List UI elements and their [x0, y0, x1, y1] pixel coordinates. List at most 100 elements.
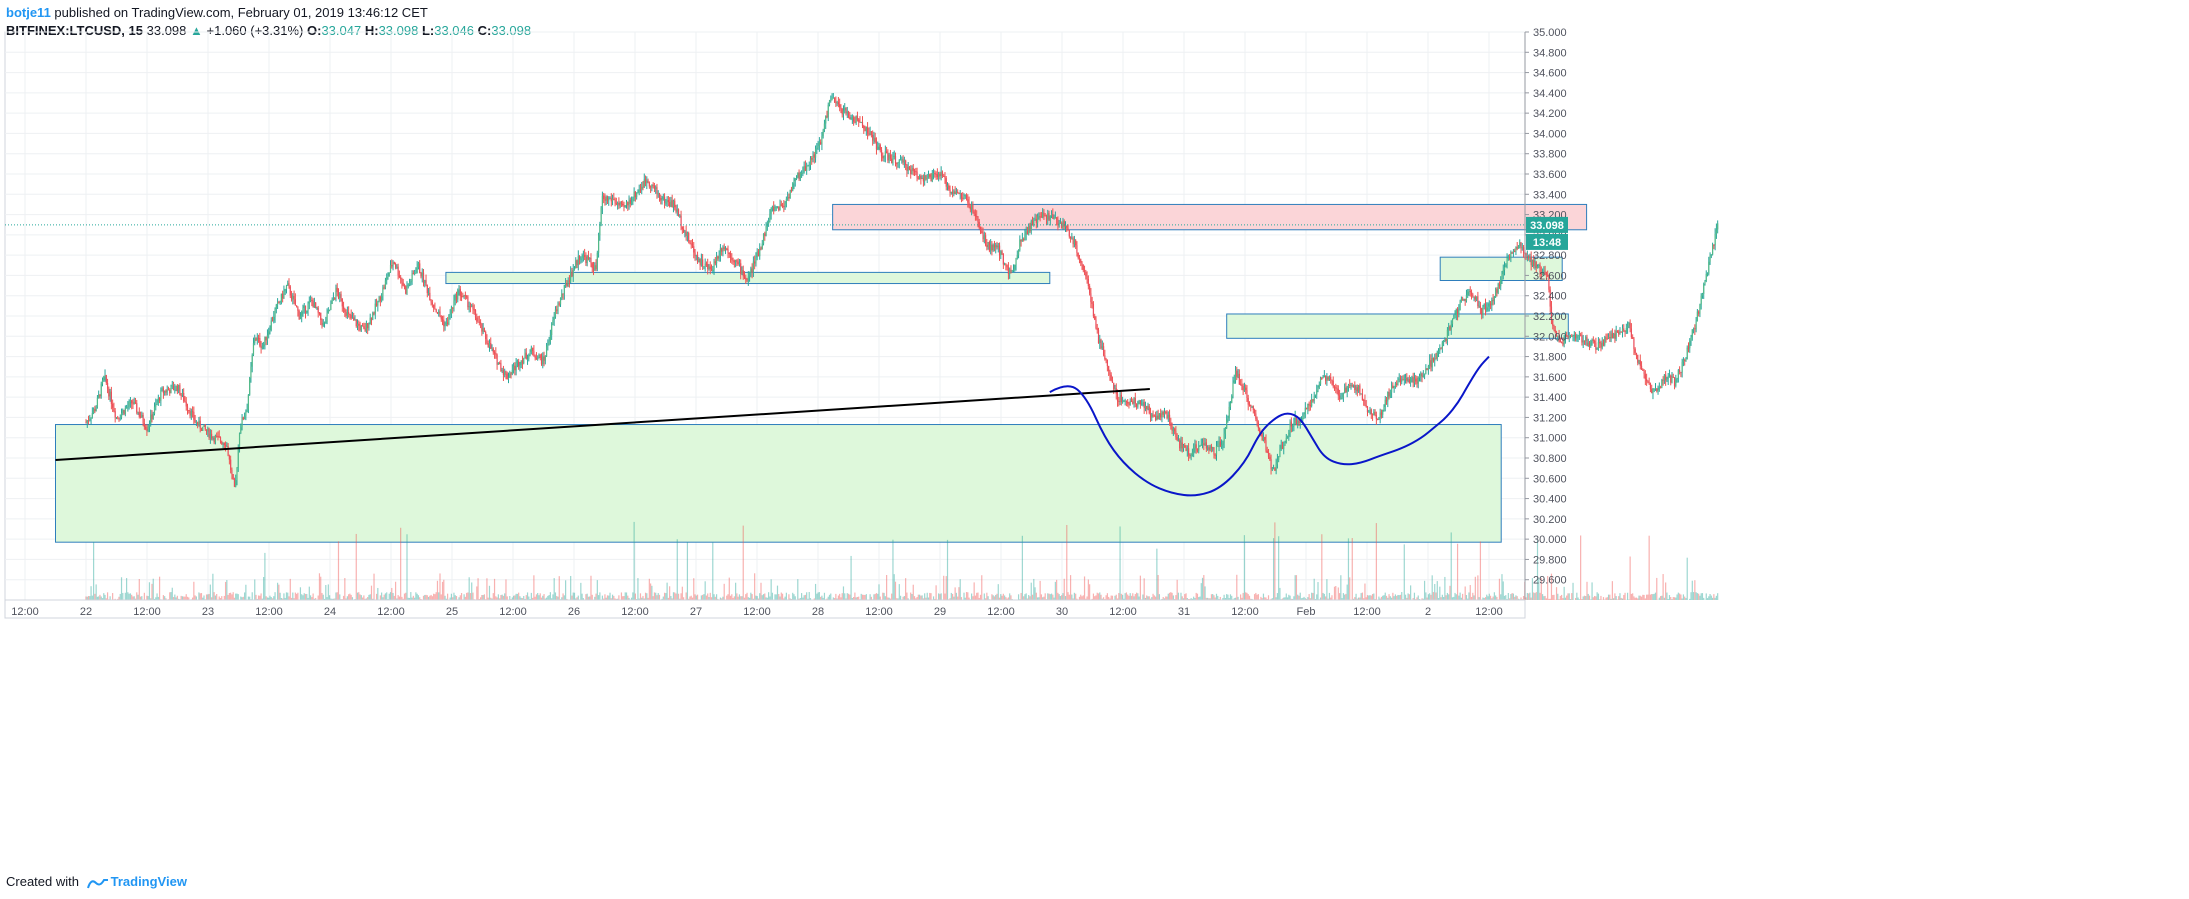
volume-bar [1321, 534, 1323, 600]
x-axis-box [4, 599, 1526, 619]
candle-body [780, 204, 782, 206]
author-link[interactable]: botje11 [6, 5, 51, 20]
volume-bar [360, 595, 362, 600]
candle-body [251, 354, 253, 367]
volume-bar [306, 593, 308, 600]
volume-bar [944, 593, 946, 600]
volume-bar [1379, 598, 1381, 600]
support-zone[interactable] [55, 424, 1502, 543]
candle-body [1111, 380, 1114, 383]
candle-body [674, 200, 676, 208]
volume-bar [1557, 593, 1559, 600]
candle-body [992, 245, 994, 251]
candle-body [656, 187, 658, 194]
candle-body [1709, 255, 1711, 262]
volume-bar [293, 598, 295, 600]
volume-bar [386, 592, 388, 600]
volume-bar [1094, 596, 1096, 600]
candle-body [676, 209, 678, 212]
candle-body [1102, 346, 1105, 356]
volume-bar [1346, 584, 1348, 600]
y-tick-label: 34.400 [1533, 88, 1567, 100]
candle-body [1359, 385, 1361, 395]
volume-bar [802, 597, 804, 600]
candle-body [1146, 406, 1148, 410]
volume-bar [700, 595, 702, 600]
candle-body [1587, 342, 1589, 346]
volume-bar [1240, 594, 1242, 600]
candle-body [1417, 377, 1419, 384]
trend-line[interactable] [55, 388, 1150, 462]
candle-body [979, 228, 982, 232]
volume-bar [1261, 598, 1263, 600]
candle-body [169, 390, 171, 394]
volume-bar [1700, 593, 1702, 600]
volume-bar [1083, 576, 1086, 600]
candle-body [986, 244, 988, 247]
volume-bar [624, 592, 626, 600]
volume-bar [1394, 594, 1397, 600]
candle-body [519, 365, 521, 367]
volume-bar [809, 598, 812, 600]
candle-body [1100, 339, 1102, 349]
candle-body [193, 411, 195, 420]
volume-bar [1529, 592, 1531, 600]
volume-bar [995, 594, 997, 600]
volume-bar [137, 594, 139, 600]
candle-body [1491, 299, 1493, 306]
support-zone[interactable] [1226, 313, 1569, 339]
volume-bar [1624, 592, 1626, 600]
candle-body [332, 298, 335, 300]
x-tick-label: Feb [1297, 606, 1316, 618]
volume-bar [679, 598, 681, 600]
volume-bar [899, 595, 902, 600]
candle-body [1361, 393, 1364, 400]
volume-bar [150, 598, 152, 600]
volume-bar [921, 595, 923, 600]
projection-curve[interactable] [1049, 355, 1490, 497]
volume-bar [1210, 594, 1213, 600]
candle-body [141, 415, 143, 418]
volume-bar [1071, 594, 1073, 600]
candle-body [364, 328, 366, 331]
volume-bar [1330, 597, 1332, 600]
tradingview-brand-link[interactable]: TradingView [110, 874, 187, 889]
volume-bar [1503, 595, 1506, 600]
candle-body [1392, 385, 1394, 389]
volume-bar [1596, 592, 1598, 600]
candle-body [718, 255, 720, 259]
volume-bar [1478, 597, 1480, 600]
chart-axes[interactable]: 29.60029.80030.00030.20030.40030.60030.8… [4, 27, 1568, 619]
candle-body [449, 314, 451, 316]
candle-body [188, 410, 190, 412]
candle-body [336, 287, 338, 293]
candle-body [688, 233, 690, 242]
volume-bar [433, 593, 435, 600]
candle-body [453, 300, 455, 309]
candle-body [1135, 403, 1138, 407]
candle-body [1167, 414, 1169, 419]
volume-bar [1543, 596, 1545, 600]
volume-bar [1615, 596, 1617, 600]
volume-bar [1616, 599, 1619, 600]
candle-body [126, 407, 128, 409]
volume-bar [891, 593, 893, 600]
candle-body [561, 293, 563, 298]
candle-body [1129, 401, 1131, 405]
candle-body [1364, 400, 1366, 406]
volume-bar [342, 595, 345, 600]
volume-bar [264, 552, 266, 600]
resistance-zone[interactable] [832, 203, 1588, 231]
candle-body [1553, 325, 1555, 330]
chart-drawings[interactable] [5, 224, 1525, 497]
volume-bar [1413, 592, 1416, 600]
volume-bar [223, 595, 225, 600]
volume-bar [1279, 587, 1281, 600]
candle-body [783, 206, 785, 208]
candle-body [351, 317, 354, 319]
candle-body [1312, 399, 1314, 401]
candle-body [1086, 276, 1088, 280]
candle-body [1045, 215, 1048, 220]
volume-bar [93, 542, 95, 600]
